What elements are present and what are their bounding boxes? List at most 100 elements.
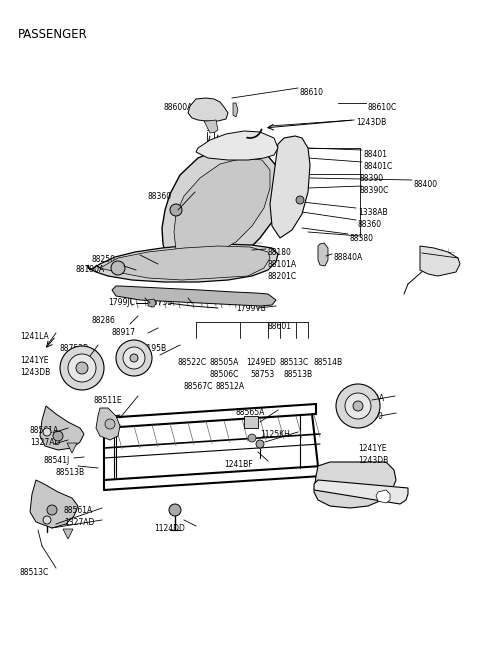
Polygon shape [96, 246, 270, 280]
Polygon shape [314, 480, 408, 504]
Polygon shape [318, 243, 328, 266]
Text: 88513B: 88513B [284, 370, 313, 379]
Text: 1327AD: 1327AD [64, 518, 95, 527]
Text: 88190A: 88190A [76, 265, 105, 274]
Polygon shape [204, 120, 218, 133]
Text: 88600A: 88600A [163, 103, 192, 112]
Circle shape [111, 261, 125, 275]
Text: 1243DB: 1243DB [358, 456, 388, 465]
Circle shape [43, 428, 51, 436]
Text: 88561A: 88561A [64, 506, 93, 515]
Text: 1327AD: 1327AD [30, 438, 60, 447]
Text: 88513B: 88513B [56, 468, 85, 477]
Circle shape [170, 204, 182, 216]
Text: 1241YE: 1241YE [20, 356, 48, 365]
Text: 88513C: 88513C [280, 358, 309, 367]
Polygon shape [420, 246, 460, 276]
Circle shape [60, 346, 104, 390]
Text: 58753: 58753 [148, 298, 172, 307]
Text: 88610: 88610 [300, 88, 324, 97]
Text: 88752B: 88752B [60, 344, 89, 353]
Text: 88906A: 88906A [424, 252, 454, 261]
Text: 88565A: 88565A [236, 408, 265, 417]
Text: 88401: 88401 [364, 150, 388, 159]
Circle shape [68, 354, 96, 382]
Text: 1241YE: 1241YE [358, 444, 386, 453]
Text: 88505A: 88505A [210, 358, 240, 367]
Text: 88101A: 88101A [268, 260, 297, 269]
Polygon shape [188, 98, 228, 121]
Text: 88917: 88917 [112, 328, 136, 337]
Text: 88286: 88286 [92, 316, 116, 325]
Text: 1241LA: 1241LA [20, 332, 49, 341]
Circle shape [296, 196, 304, 204]
Circle shape [43, 516, 51, 524]
Text: 88513C: 88513C [20, 568, 49, 577]
Text: 1243DB: 1243DB [356, 118, 386, 127]
Text: 88380: 88380 [350, 234, 374, 243]
Text: 88610C: 88610C [368, 103, 397, 112]
Text: 88567C: 88567C [184, 382, 214, 391]
Text: 1249ED: 1249ED [246, 358, 276, 367]
Circle shape [116, 340, 152, 376]
Circle shape [345, 393, 371, 419]
Circle shape [76, 362, 88, 374]
Text: PASSENGER: PASSENGER [18, 28, 88, 41]
Text: 88289A: 88289A [356, 394, 385, 403]
Text: 88514B: 88514B [314, 358, 343, 367]
Text: 88180: 88180 [268, 248, 292, 257]
Text: 1799JC: 1799JC [108, 298, 135, 307]
Text: 88201C: 88201C [268, 272, 297, 281]
Circle shape [130, 354, 138, 362]
Text: 88360: 88360 [148, 192, 172, 201]
Text: 88390: 88390 [360, 174, 384, 183]
Text: 88250: 88250 [92, 255, 116, 264]
Text: 58753: 58753 [250, 370, 274, 379]
Polygon shape [270, 136, 310, 238]
Text: 88522C: 88522C [178, 358, 207, 367]
Polygon shape [174, 158, 270, 265]
Circle shape [353, 401, 363, 411]
Circle shape [123, 347, 145, 369]
Polygon shape [233, 103, 238, 117]
Text: 1799VB: 1799VB [236, 304, 266, 313]
Polygon shape [314, 462, 396, 508]
Text: 88390C: 88390C [360, 186, 389, 195]
Circle shape [47, 505, 57, 515]
Text: 88280: 88280 [360, 412, 384, 421]
Polygon shape [148, 299, 156, 307]
Polygon shape [88, 244, 278, 282]
Polygon shape [63, 529, 73, 539]
Circle shape [256, 440, 264, 448]
Text: 88511E: 88511E [94, 396, 122, 405]
Polygon shape [30, 480, 78, 528]
Text: 88512A: 88512A [216, 382, 245, 391]
Text: 88601: 88601 [268, 322, 292, 331]
Polygon shape [112, 286, 276, 306]
Text: 88400: 88400 [414, 180, 438, 189]
Polygon shape [40, 406, 84, 450]
Polygon shape [376, 490, 390, 503]
Polygon shape [196, 131, 278, 160]
Circle shape [105, 419, 115, 429]
Text: 1338AB: 1338AB [358, 208, 388, 217]
Polygon shape [162, 148, 280, 272]
Text: 88541J: 88541J [44, 456, 70, 465]
Polygon shape [67, 443, 77, 453]
Text: 1124DD: 1124DD [154, 524, 185, 533]
Text: 1125KH: 1125KH [260, 430, 290, 439]
Polygon shape [96, 408, 120, 440]
Circle shape [248, 434, 256, 442]
Text: 88840A: 88840A [334, 253, 363, 262]
Circle shape [336, 384, 380, 428]
Text: 88561A: 88561A [30, 426, 59, 435]
Text: 88401C: 88401C [364, 162, 393, 171]
Text: 1243DB: 1243DB [20, 368, 50, 377]
Circle shape [169, 504, 181, 516]
Text: 88195B: 88195B [138, 344, 167, 353]
Polygon shape [244, 416, 258, 428]
Circle shape [53, 431, 63, 441]
Text: 1241BF: 1241BF [224, 460, 252, 469]
Text: 88506C: 88506C [210, 370, 240, 379]
Text: 88360: 88360 [358, 220, 382, 229]
